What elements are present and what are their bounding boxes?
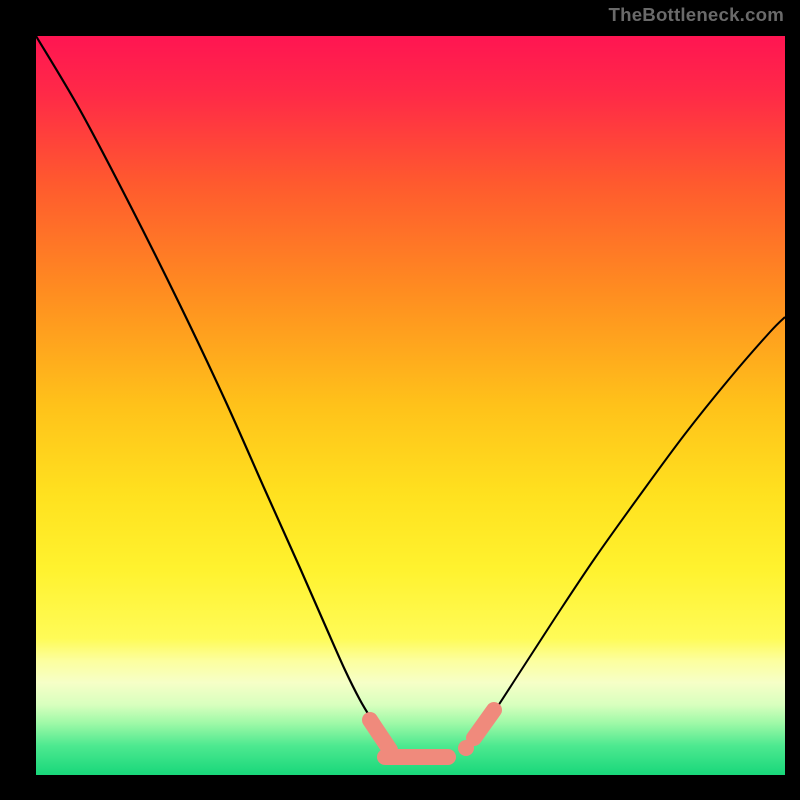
chart-svg xyxy=(0,0,800,800)
figure-root: TheBottleneck.com xyxy=(0,0,800,800)
plot-area xyxy=(36,36,785,775)
